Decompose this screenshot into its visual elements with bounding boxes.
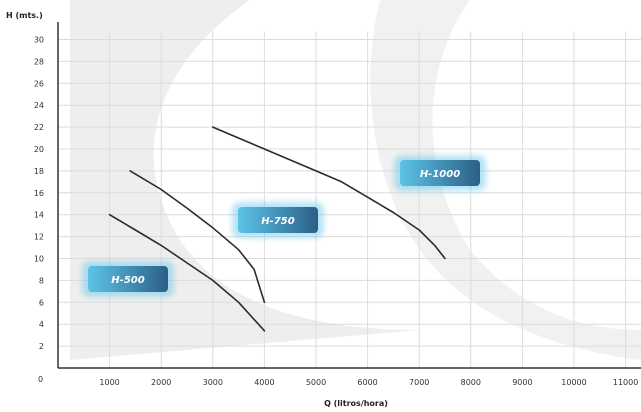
y-tick-label: 6 xyxy=(39,298,44,307)
curve-h-750 xyxy=(129,170,266,304)
y-tick-label: 14 xyxy=(34,211,44,220)
y-tick-label: 4 xyxy=(39,320,44,329)
x-tick-label: 8000 xyxy=(461,378,481,387)
series-label-h-500: H-500 xyxy=(111,275,144,286)
origin-label: 0 xyxy=(38,375,43,384)
y-tick-label: 22 xyxy=(34,123,44,132)
y-tick-label: 2 xyxy=(39,342,44,351)
x-tick-label: 6000 xyxy=(357,378,377,387)
x-tick-label: 1000 xyxy=(99,378,119,387)
series-label-h-1000: H-1000 xyxy=(420,169,460,180)
y-tick-label: 28 xyxy=(34,57,44,66)
y-tick-label: 16 xyxy=(34,189,44,198)
curve-h-1000 xyxy=(212,126,446,260)
x-tick-label: 7000 xyxy=(409,378,429,387)
badge-h-500: H-500 xyxy=(82,261,174,297)
x-tick-label: 3000 xyxy=(203,378,223,387)
badge-h-1000: H-1000 xyxy=(394,155,486,191)
series-label-h-750: H-750 xyxy=(261,216,294,227)
y-tick-label: 8 xyxy=(39,276,44,285)
badge-h-750: H-750 xyxy=(232,202,324,238)
x-tick-label: 9000 xyxy=(512,378,532,387)
x-tick-label: 2000 xyxy=(151,378,171,387)
pump-curves xyxy=(108,126,446,332)
x-tick-label: 11000 xyxy=(613,378,638,387)
y-tick-label: 30 xyxy=(34,36,44,45)
x-tick-labels: 1000 2000 3000 4000 5000 6000 7000 8000 9000 1000… xyxy=(99,378,638,387)
y-tick-label: 20 xyxy=(34,145,44,154)
y-tick-label: 26 xyxy=(34,79,44,88)
x-tick-label: 4000 xyxy=(254,378,274,387)
y-tick-label: 18 xyxy=(34,167,44,176)
grid-lines xyxy=(58,31,641,368)
x-axis-title: Q (litros/hora) xyxy=(324,399,388,408)
x-tick-label: 5000 xyxy=(306,378,326,387)
y-tick-label: 12 xyxy=(34,233,44,242)
background-swoosh-decoration xyxy=(370,0,641,360)
x-tick-label: 10000 xyxy=(561,378,586,387)
y-axis-title: H (mts.) xyxy=(6,11,43,20)
y-tick-label: 24 xyxy=(34,101,44,110)
curve-h-500 xyxy=(108,213,266,332)
y-tick-label: 10 xyxy=(34,255,44,264)
